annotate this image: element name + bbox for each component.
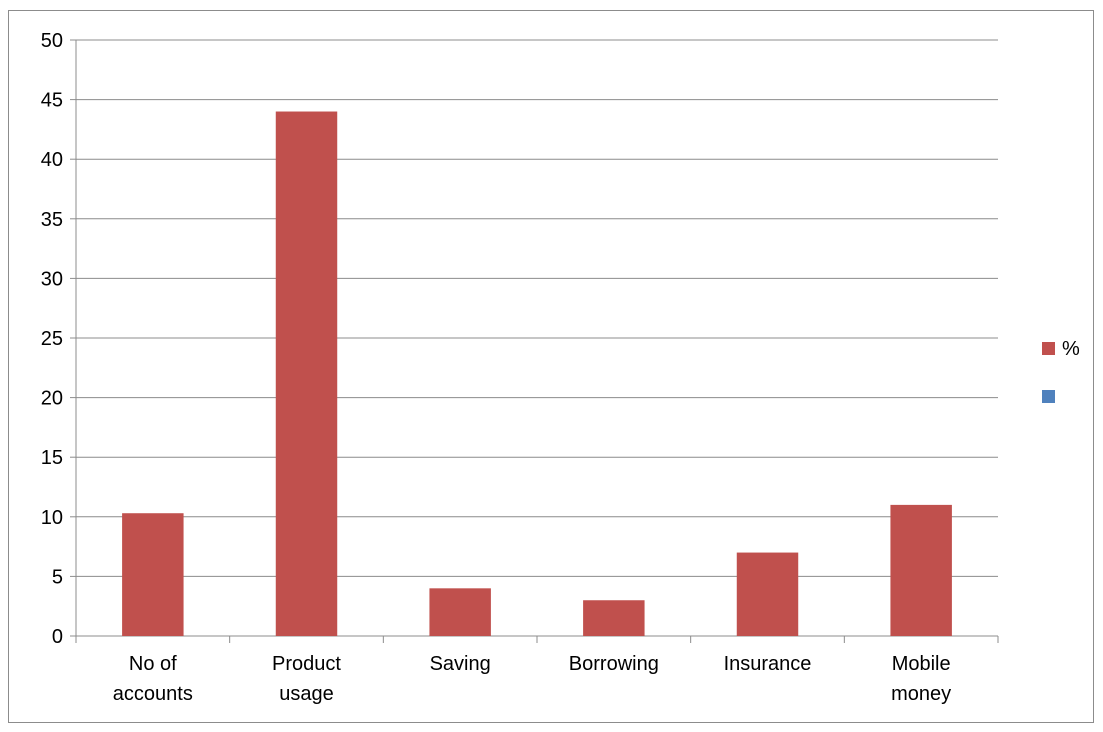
y-tick-label: 5	[52, 566, 63, 588]
x-tick-label: Insurance	[724, 653, 812, 675]
x-tick-label-line: usage	[279, 683, 334, 705]
y-tick-labels: 0 5 10 15 20 25 30 35 40 45 50	[41, 30, 63, 648]
x-tick-label-line: money	[891, 683, 951, 705]
x-tick-label-line: Mobile	[892, 653, 951, 675]
legend: %	[1042, 338, 1080, 403]
y-tick-label: 10	[41, 507, 63, 529]
bars	[122, 111, 952, 636]
bar	[429, 588, 491, 636]
x-tick-label: Saving	[430, 653, 491, 675]
axes	[70, 39, 999, 643]
y-tick-label: 0	[52, 626, 63, 648]
bar	[583, 600, 645, 636]
y-tick-label: 20	[41, 388, 63, 410]
y-tick-label: 50	[41, 30, 63, 52]
x-tick-label-line: Borrowing	[569, 653, 659, 675]
x-tick-label-line: accounts	[113, 683, 193, 705]
bar	[122, 513, 184, 636]
bar	[275, 111, 338, 636]
legend-swatch	[1042, 342, 1055, 355]
x-tick-label-line: Product	[272, 653, 341, 675]
y-tick-label: 30	[41, 268, 63, 290]
x-tick-label: Borrowing	[569, 653, 659, 675]
y-tick-label: 15	[41, 447, 63, 469]
gridlines	[76, 39, 998, 577]
x-tick-label: Mobile money	[891, 653, 951, 705]
legend-label: %	[1062, 338, 1080, 360]
bar	[736, 552, 799, 636]
y-tick-label: 25	[41, 328, 63, 350]
x-tick-label-line: No of	[129, 653, 177, 675]
x-tick-label-line: Insurance	[724, 653, 812, 675]
x-tick-label-line: Saving	[430, 653, 491, 675]
x-tick-label: Product usage	[272, 653, 341, 705]
y-tick-label: 45	[41, 90, 63, 112]
bar	[890, 504, 952, 636]
y-tick-label: 35	[41, 209, 63, 231]
x-tick-labels: No of accounts Product usage Saving Borrowing…	[113, 653, 951, 705]
y-tick-label: 40	[41, 149, 63, 171]
x-tick-label: No of accounts	[113, 653, 193, 705]
legend-swatch	[1042, 390, 1055, 403]
